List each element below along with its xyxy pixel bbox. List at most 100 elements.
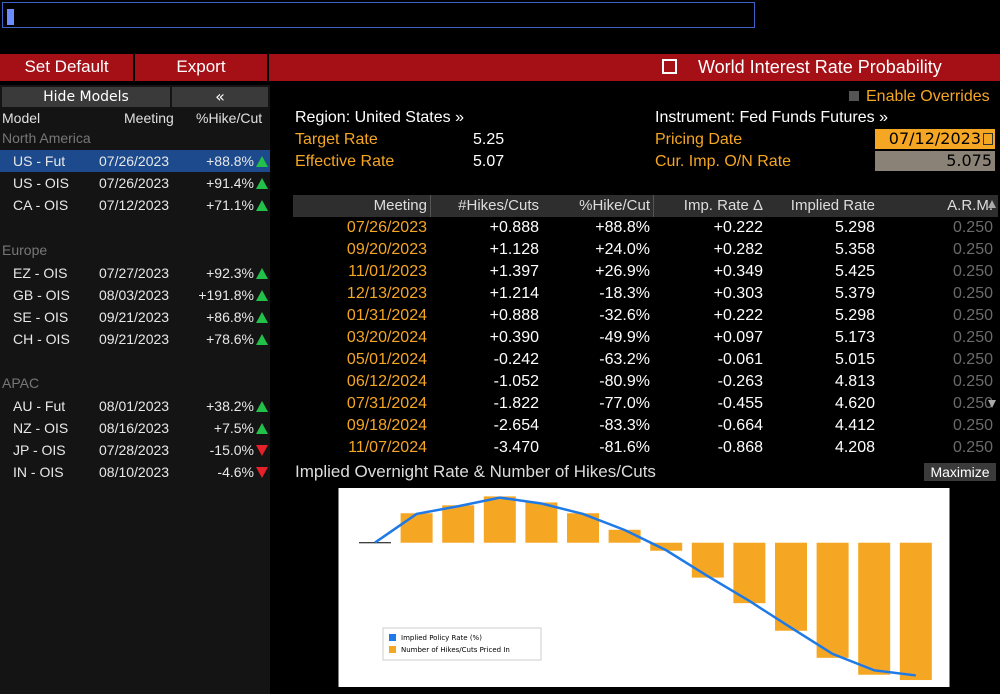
model-row[interactable]: SE - OIS 09/21/2023 +86.8%: [0, 306, 270, 328]
hide-models-button[interactable]: Hide Models: [2, 87, 170, 107]
model-name: NZ - OIS: [13, 420, 69, 436]
command-bar: [0, 0, 1000, 31]
hikes-bar: [442, 505, 475, 543]
model-meeting: 08/01/2023: [99, 398, 170, 414]
table-cell: 5.379: [834, 285, 875, 302]
table-cell: +1.397: [489, 263, 539, 280]
table-cell: -32.6%: [599, 307, 650, 324]
popout-icon[interactable]: [662, 59, 677, 74]
model-pct: -4.6%: [217, 464, 254, 480]
table-cell: -83.3%: [599, 417, 650, 434]
table-cell: +0.349: [713, 263, 763, 280]
calendar-icon[interactable]: [983, 133, 993, 145]
table-cell: 5.173: [834, 329, 875, 346]
left-axis-tick-label: 5.2: [313, 523, 326, 532]
table-row[interactable]: 03/20/2024 +0.390 -49.9% +0.097 5.173 0.250: [293, 327, 998, 349]
col-header-hike[interactable]: %Hike/Cut: [196, 110, 263, 126]
effective-rate-value: 5.07: [473, 153, 505, 170]
target-rate-label: Target Rate: [295, 131, 378, 148]
model-row[interactable]: EZ - OIS 07/27/2023 +92.3%: [0, 262, 270, 284]
table-row[interactable]: 11/07/2024 -3.470 -81.6% -0.868 4.208 0.250: [293, 437, 998, 459]
x-axis-tick-label: 09/18/2024: [768, 689, 814, 694]
command-input[interactable]: [2, 2, 755, 28]
model-row[interactable]: CA - OIS 07/12/2023 +71.1%: [0, 194, 270, 216]
region-selector[interactable]: Region: United States »: [295, 109, 464, 126]
table-row[interactable]: 05/01/2024 -0.242 -63.2% -0.061 5.015 0.250: [293, 349, 998, 371]
table-row[interactable]: 01/31/2024 +0.888 -32.6% +0.222 5.298 0.250: [293, 305, 998, 327]
col-header-meeting[interactable]: Meeting: [124, 110, 174, 126]
model-name: EZ - OIS: [13, 265, 68, 281]
model-row[interactable]: AU - Fut 08/01/2023 +38.2%: [0, 395, 270, 417]
model-pct: +7.5%: [213, 420, 254, 436]
model-row[interactable]: US - OIS 07/26/2023 +91.4%: [0, 172, 270, 194]
enable-overrides-label[interactable]: Enable Overrides: [866, 88, 990, 105]
table-cell: 5.358: [834, 241, 875, 258]
table-cell: 0.250: [952, 285, 993, 302]
table-row[interactable]: 09/20/2023 +1.128 +24.0% +0.282 5.358 0.250: [293, 239, 998, 261]
maximize-button[interactable]: Maximize: [924, 463, 996, 481]
model-row[interactable]: US - Fut 07/26/2023 +88.8%: [0, 150, 270, 172]
model-meeting: 08/10/2023: [99, 464, 170, 480]
table-cell: 0.250: [952, 417, 993, 434]
table-cell: 0.250: [952, 395, 993, 412]
table-col-header[interactable]: Implied Rate: [790, 197, 875, 214]
toolbar: Set Default Export World Interest Rate P…: [0, 54, 1000, 81]
table-scrollbar[interactable]: [988, 200, 998, 460]
table-row[interactable]: 06/12/2024 -1.052 -80.9% -0.263 4.813 0.250: [293, 371, 998, 393]
table-cell: 0.250: [952, 263, 993, 280]
model-row[interactable]: IN - OIS 08/10/2023 -4.6%: [0, 461, 270, 483]
table-row[interactable]: 07/31/2024 -1.822 -77.0% -0.455 4.620 0.250: [293, 393, 998, 415]
scroll-up-icon[interactable]: [988, 200, 996, 208]
table-col-header[interactable]: #Hikes/Cuts: [458, 197, 539, 214]
table-cell: -0.061: [717, 351, 763, 368]
table-cell: 5.298: [834, 219, 875, 236]
table-cell: +0.888: [489, 307, 539, 324]
up-arrow-icon: [256, 290, 268, 301]
collapse-icon[interactable]: «: [172, 87, 268, 107]
table-cell: 5.298: [834, 307, 875, 324]
model-meeting: 07/26/2023: [99, 153, 170, 169]
model-row[interactable]: CH - OIS 09/21/2023 +78.6%: [0, 328, 270, 350]
table-row[interactable]: 11/01/2023 +1.397 +26.9% +0.349 5.425 0.250: [293, 261, 998, 283]
hikes-bar: [400, 513, 433, 543]
instrument-selector[interactable]: Instrument: Fed Funds Futures »: [655, 109, 888, 126]
table-cell: 01/31/2024: [346, 307, 427, 324]
table-cell: +0.222: [713, 307, 763, 324]
table-col-header[interactable]: Imp. Rate Δ: [683, 197, 763, 214]
model-row[interactable]: NZ - OIS 08/16/2023 +7.5%: [0, 417, 270, 439]
model-row[interactable]: GB - OIS 08/03/2023 +191.8%: [0, 284, 270, 306]
scroll-down-icon[interactable]: [988, 400, 996, 408]
table-cell: +0.282: [713, 241, 763, 258]
pricing-date-field[interactable]: 07/12/2023: [875, 129, 995, 149]
col-header-model[interactable]: Model: [2, 110, 41, 126]
up-arrow-icon: [256, 178, 268, 189]
left-axis-tick-label: 4.0: [313, 677, 326, 686]
toolbar-divider: [267, 54, 269, 81]
table-cell: -0.263: [717, 373, 763, 390]
table-col-header[interactable]: %Hike/Cut: [579, 197, 650, 214]
down-arrow-icon: [256, 467, 268, 478]
model-meeting: 07/27/2023: [99, 265, 170, 281]
left-axis-tick-label: 4.6: [313, 600, 326, 609]
table-col-header[interactable]: A.R.M.: [947, 197, 993, 214]
table-cell: 0.250: [952, 307, 993, 324]
hikes-bar: [691, 542, 724, 578]
model-row[interactable]: JP - OIS 07/28/2023 -15.0%: [0, 439, 270, 461]
table-row[interactable]: 07/26/2023 +0.888 +88.8% +0.222 5.298 0.250: [293, 217, 998, 239]
legend-swatch-rate: [389, 634, 396, 641]
model-pct: +92.3%: [206, 265, 254, 281]
table-row[interactable]: 09/18/2024 -2.654 -83.3% -0.664 4.412 0.250: [293, 415, 998, 437]
table-col-header[interactable]: Meeting: [373, 197, 427, 214]
table-row[interactable]: 12/13/2023 +1.214 -18.3% +0.303 5.379 0.250: [293, 283, 998, 305]
hikes-bar: [733, 542, 766, 604]
enable-overrides-checkbox[interactable]: [849, 91, 859, 101]
up-arrow-icon: [256, 156, 268, 167]
table-cell: -0.242: [493, 351, 539, 368]
set-default-button[interactable]: Set Default: [24, 57, 109, 76]
on-rate-field[interactable]: 5.075: [875, 151, 995, 171]
export-button[interactable]: Export: [176, 57, 226, 76]
table-cell: +0.222: [713, 219, 763, 236]
table-cell: -49.9%: [599, 329, 650, 346]
left-axis-tick-label: 5.0: [313, 548, 326, 557]
region-heading: APAC: [2, 375, 40, 391]
